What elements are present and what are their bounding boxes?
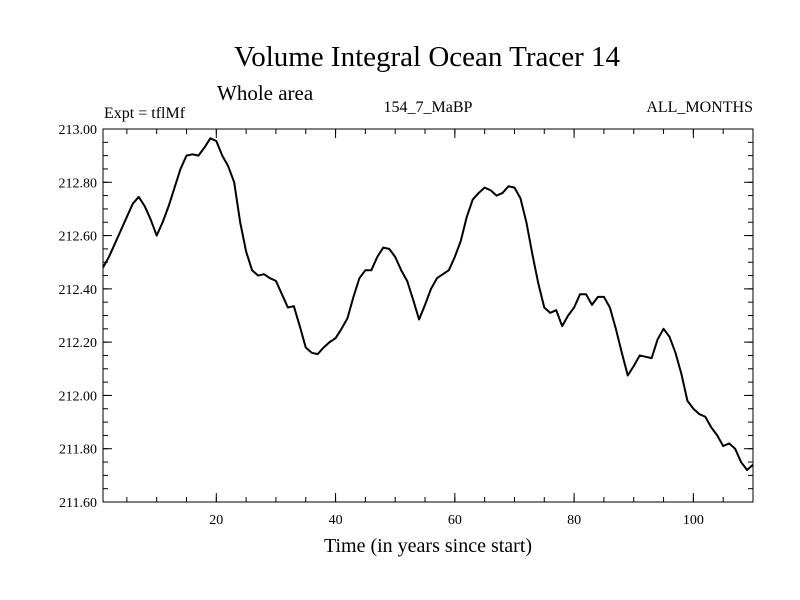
x-tick-label: 80	[567, 513, 581, 528]
y-tick-label: 212.80	[59, 176, 98, 191]
data-series-line	[102, 137, 754, 472]
x-axis: 20 40 60 80 100	[126, 129, 754, 528]
y-tick-label: 212.00	[59, 389, 98, 404]
x-tick-label: 40	[329, 513, 343, 528]
y-tick-label: 213.00	[59, 123, 98, 138]
x-tick-label: 20	[209, 513, 223, 528]
y-tick-label: 212.60	[59, 230, 98, 245]
x-tick-label: 60	[448, 513, 462, 528]
y-tick-label: 212.40	[59, 283, 98, 298]
annotation-expt: Expt = tflMf	[104, 105, 186, 122]
y-axis: 211.60 211.80 212.00 212.20 212.40 212.60 212.…	[59, 123, 753, 511]
x-tick-label: 100	[683, 513, 704, 528]
y-tick-label: 211.80	[59, 443, 97, 458]
annotation-months: ALL_MONTHS	[646, 99, 753, 116]
annotation-period: 154_7_MaBP	[384, 99, 473, 116]
y-tick-label: 212.20	[59, 336, 98, 351]
plot-frame	[102, 128, 754, 503]
chart-subtitle: Whole area	[217, 81, 314, 105]
y-tick-label: 211.60	[59, 496, 97, 511]
chart-title: Volume Integral Ocean Tracer 14	[234, 41, 621, 73]
x-axis-label: Time (in years since start)	[324, 535, 532, 557]
